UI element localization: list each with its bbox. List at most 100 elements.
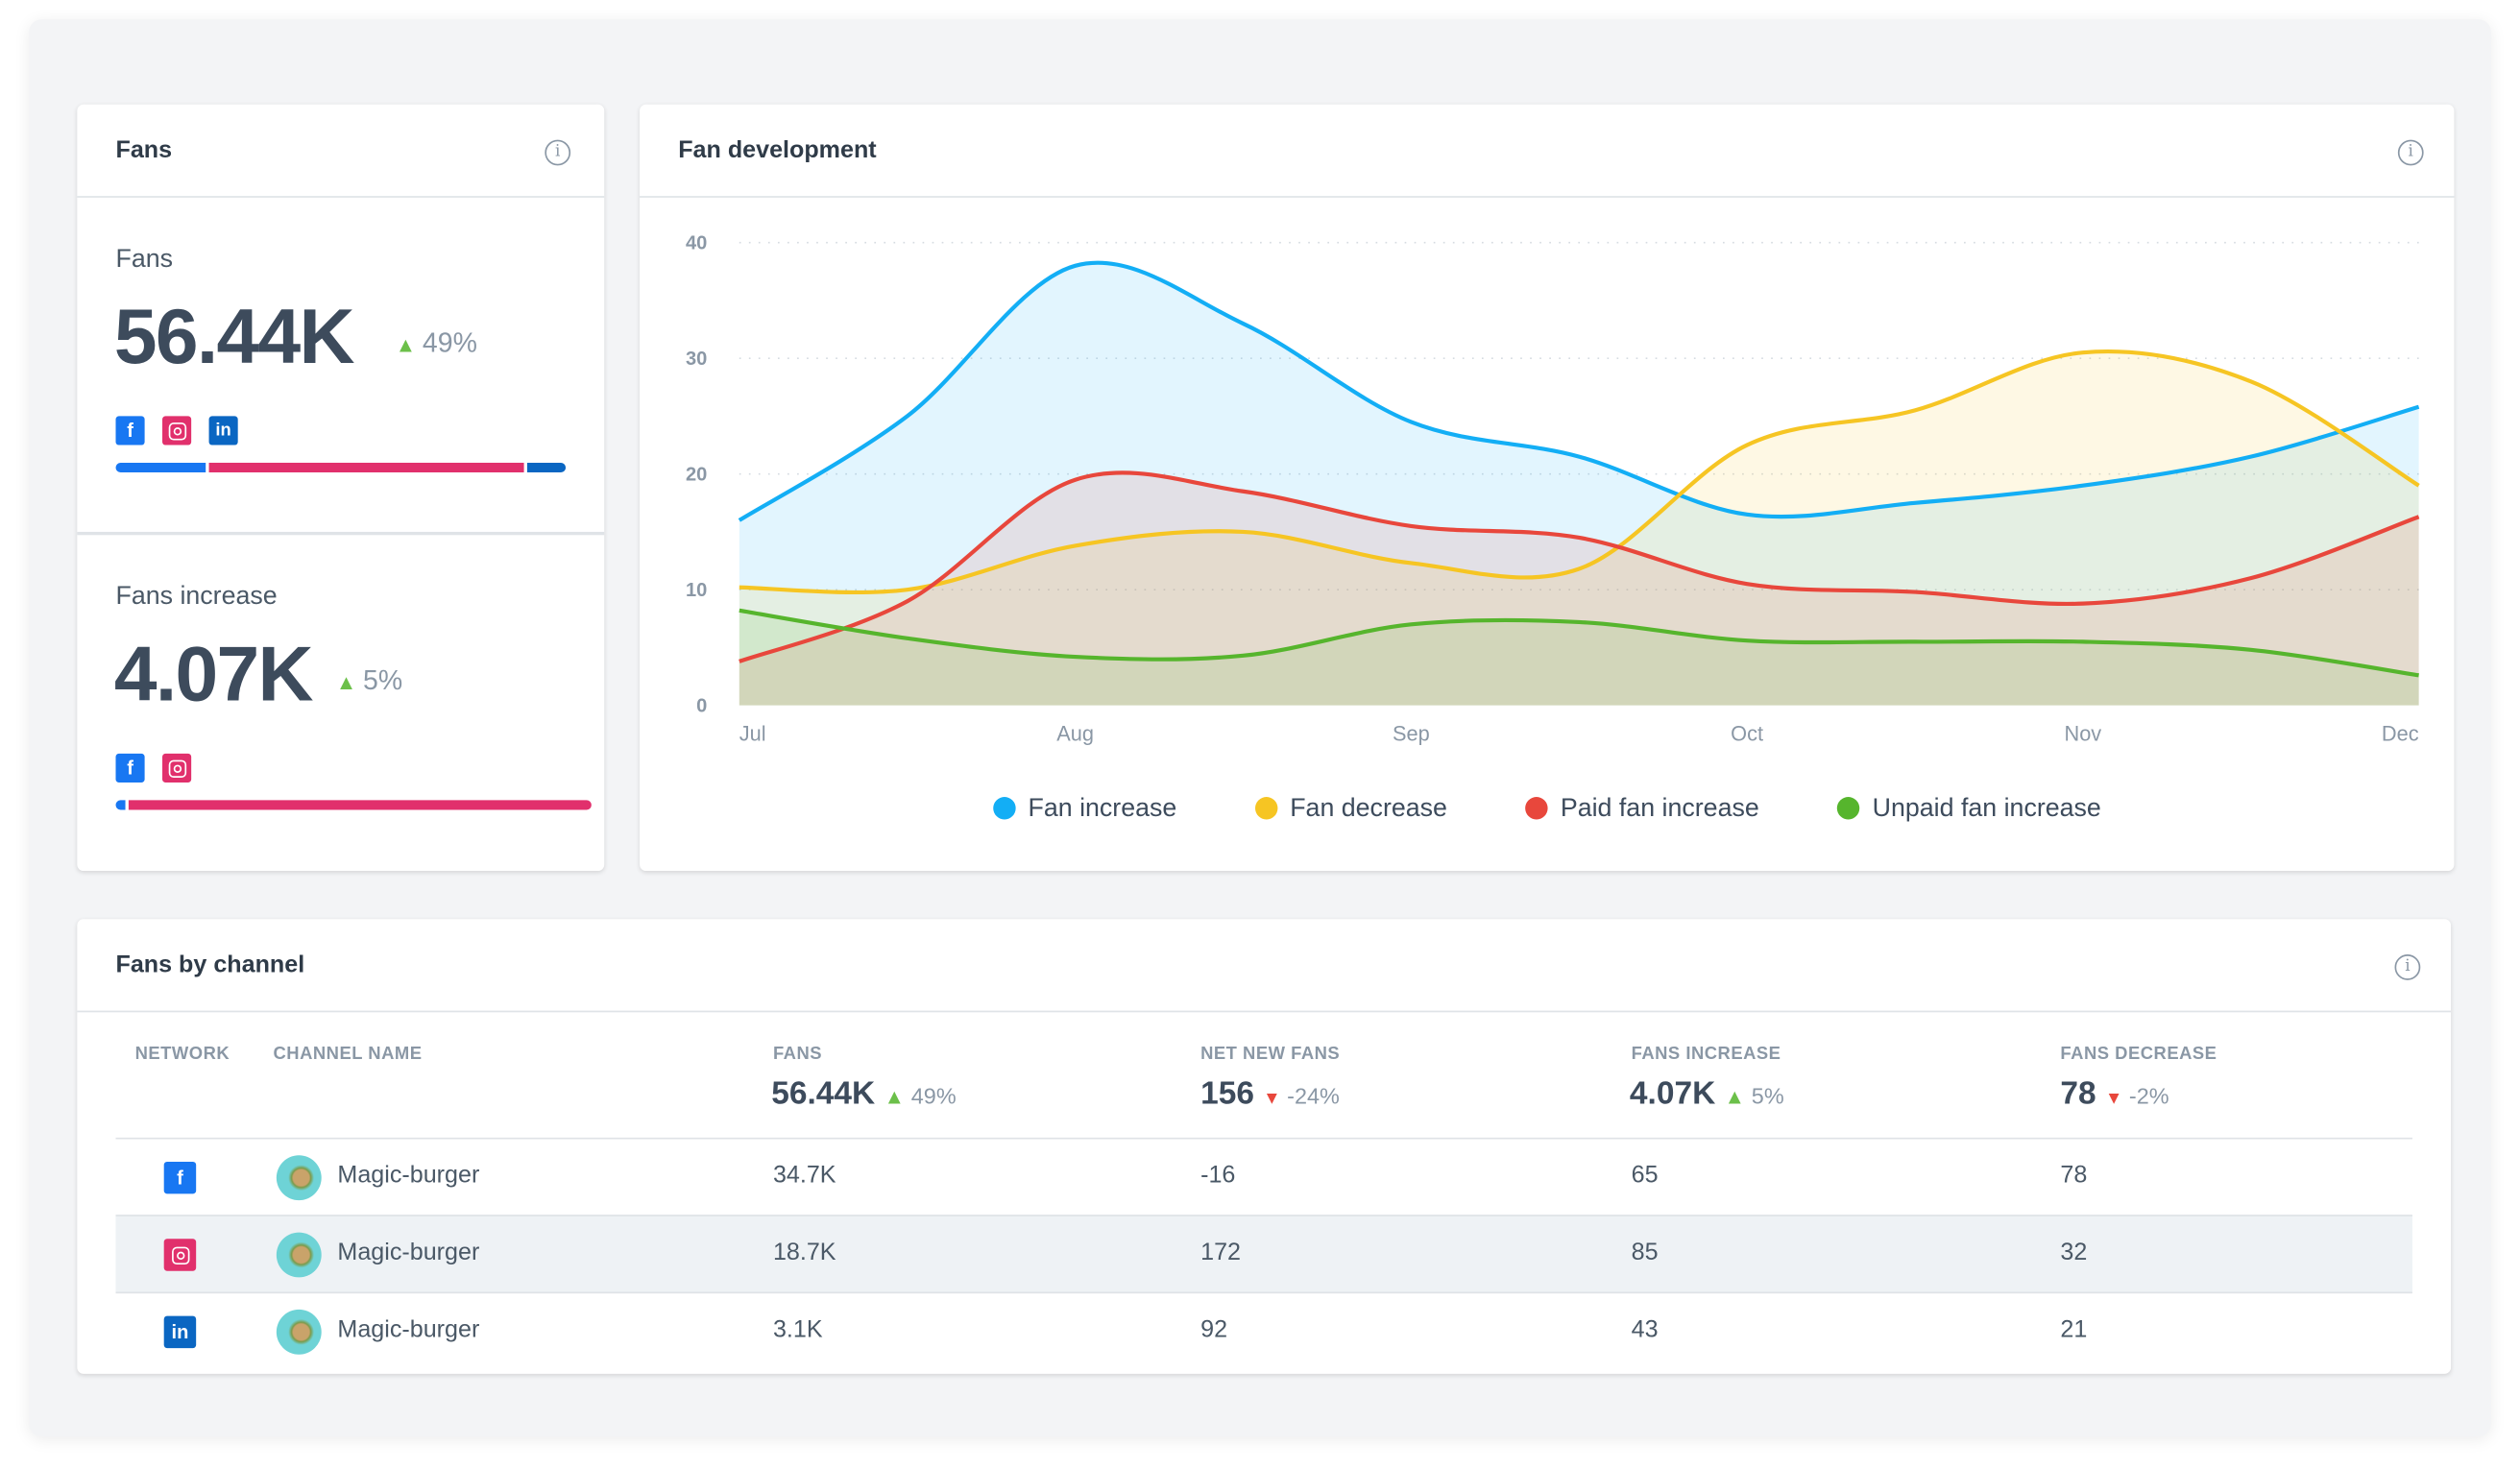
legend-item-fan-decrease[interactable]: Fan decrease [1254, 795, 1447, 824]
linkedin-share-bar [526, 462, 567, 473]
instagram-icon [162, 416, 192, 446]
linkedin-icon: in [163, 1315, 197, 1349]
card-header: Fans i [77, 105, 605, 198]
legend-dot-icon [992, 797, 1016, 820]
facebook-icon: f [163, 1161, 197, 1194]
card-header: Fan development i [640, 105, 2455, 198]
fans-label: Fans [115, 246, 174, 274]
fans-decrease-cell: 32 [2060, 1239, 2088, 1266]
card-title: Fans [115, 136, 173, 164]
y-tick-label: 0 [696, 695, 707, 716]
column-header-net-new-fans[interactable]: NET NEW FANS [1200, 1044, 1341, 1064]
fans-by-channel-card: Fans by channel i NETWORK CHANNEL NAME F… [77, 919, 2452, 1374]
net-new-fans-cell: 172 [1200, 1239, 1241, 1266]
area-fan-increase [739, 262, 2419, 706]
total-delta: -2% [2128, 1082, 2169, 1109]
x-tick-label: Dec [2382, 721, 2419, 745]
fans-card: Fans i Fans 56.44K ▲ 49% f in Fans increa… [77, 104, 605, 872]
line-fan-decrease [739, 349, 2420, 595]
avatar [276, 1232, 322, 1278]
legend-item-unpaid-fan-increase[interactable]: Unpaid fan increase [1836, 795, 2101, 824]
instagram-icon [162, 753, 192, 783]
fans-value: 56.44K [113, 295, 355, 381]
x-tick-label: Jul [739, 721, 766, 745]
total-net-new-fans: 156 ▼ -24% [1200, 1076, 1340, 1113]
total-fans-increase: 4.07K ▲ 5% [1630, 1076, 1784, 1113]
chart-legend: Fan increase Fan decrease Paid fan incre… [640, 795, 2454, 824]
fans-cell: 18.7K [772, 1239, 836, 1266]
fans-cell: 3.1K [772, 1315, 823, 1344]
divider [77, 531, 605, 535]
column-header-channel-name[interactable]: CHANNEL NAME [273, 1044, 423, 1064]
card-title: Fans by channel [115, 951, 305, 979]
legend-dot-icon [1525, 797, 1548, 820]
fans-increase-label: Fans increase [115, 583, 278, 611]
facebook-share-bar [115, 462, 206, 473]
column-header-fans-increase[interactable]: FANS INCREASE [1631, 1044, 1781, 1064]
linkedin-icon: in [208, 416, 238, 446]
fans-decrease-cell: 78 [2060, 1161, 2088, 1190]
line-paid-fan-increase [739, 470, 2420, 663]
avatar [276, 1309, 322, 1355]
table-row[interactable]: in Magic-burger 3.1K 92 43 21 [115, 1291, 2412, 1368]
fan-development-chart: 0 10 20 30 40 Jul Aug Sep Oct Nov Dec [686, 232, 2420, 745]
fans-decrease-cell: 21 [2060, 1315, 2088, 1344]
total-delta: 49% [910, 1082, 957, 1109]
legend-label: Unpaid fan increase [1872, 795, 2101, 823]
legend-item-fan-increase[interactable]: Fan increase [992, 795, 1177, 824]
net-new-fans-cell: -16 [1200, 1161, 1236, 1190]
arrow-up-icon: ▲ [395, 332, 417, 357]
table-row[interactable]: Magic-burger 18.7K 172 85 32 [115, 1215, 2412, 1292]
legend-label: Fan increase [1028, 795, 1177, 823]
net-new-fans-cell: 92 [1200, 1315, 1228, 1344]
fans-cell: 34.7K [772, 1161, 836, 1190]
facebook-share-bar [115, 800, 126, 810]
legend-label: Fan decrease [1290, 795, 1447, 823]
y-tick-label: 20 [686, 464, 707, 485]
area-paid-fan-increase [739, 472, 2419, 706]
total-fans: 56.44K ▲ 49% [771, 1076, 956, 1113]
column-header-network[interactable]: NETWORK [134, 1044, 230, 1064]
table-row[interactable]: f Magic-burger 34.7K -16 65 78 [115, 1137, 2412, 1215]
fans-delta: ▲ 49% [396, 327, 477, 359]
channel-name[interactable]: Magic-burger [337, 1161, 480, 1190]
total-value: 4.07K [1629, 1076, 1716, 1113]
fans-increase-cell: 85 [1631, 1239, 1659, 1266]
total-delta: 5% [1751, 1082, 1784, 1109]
x-tick-label: Nov [2065, 721, 2102, 745]
y-tick-label: 40 [686, 232, 707, 253]
avatar [276, 1155, 322, 1201]
y-tick-label: 10 [686, 580, 707, 601]
line-fan-increase [738, 260, 2420, 522]
fans-increase-value: 4.07K [113, 633, 314, 719]
total-delta: -24% [1287, 1082, 1340, 1109]
total-value: 78 [2060, 1076, 2096, 1113]
area-unpaid-fan-increase [739, 610, 2419, 706]
channel-name[interactable]: Magic-burger [337, 1315, 480, 1344]
info-icon[interactable]: i [545, 139, 571, 166]
facebook-icon: f [115, 753, 145, 783]
facebook-icon: f [115, 416, 145, 446]
legend-label: Paid fan increase [1560, 795, 1759, 823]
arrow-up-icon: ▲ [884, 1084, 906, 1109]
card-title: Fan development [678, 136, 877, 164]
fans-increase-cell: 43 [1631, 1315, 1659, 1344]
instagram-share-bar [208, 462, 524, 473]
info-icon[interactable]: i [2394, 954, 2421, 980]
column-header-fans[interactable]: FANS [772, 1044, 823, 1064]
legend-dot-icon [1836, 797, 1860, 820]
fan-development-card: Fan development i 0 10 20 30 40 Jul Aug Sep Oct N… [640, 104, 2455, 872]
x-tick-label: Aug [1056, 721, 1094, 745]
column-header-fans-decrease[interactable]: FANS DECREASE [2060, 1044, 2217, 1064]
area-fan-decrease [739, 351, 2419, 706]
fans-increase-delta: ▲ 5% [336, 665, 402, 697]
instagram-share-bar [128, 800, 592, 810]
fans-delta-value: 49% [422, 327, 477, 359]
channel-name[interactable]: Magic-burger [337, 1239, 480, 1266]
legend-item-paid-fan-increase[interactable]: Paid fan increase [1525, 795, 1759, 824]
instagram-icon [163, 1239, 197, 1271]
info-icon[interactable]: i [2397, 139, 2424, 166]
line-unpaid-fan-increase [739, 608, 2419, 678]
total-value: 156 [1200, 1076, 1254, 1113]
legend-dot-icon [1254, 797, 1277, 820]
